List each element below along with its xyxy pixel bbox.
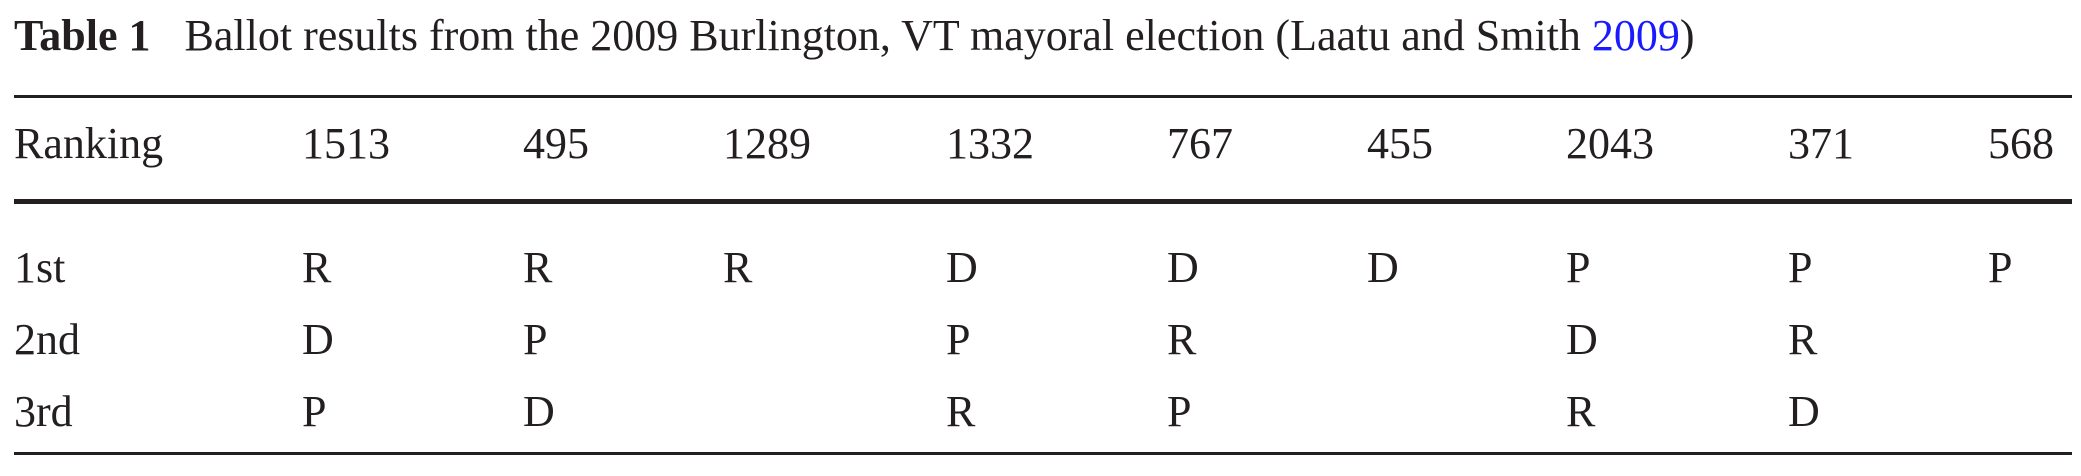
header-count: 371 [1788,119,1854,168]
table-cell: R [946,387,976,436]
table-cell: D [946,243,978,292]
header-count: 495 [523,119,589,168]
table-header-row: Ranking 1513 495 1289 1332 767 455 2043 … [0,114,2081,174]
row-label: 3rd [14,387,73,436]
header-count: 767 [1167,119,1233,168]
table-cell: D [1788,387,1820,436]
table-cell: R [723,243,753,292]
caption-close-paren: ) [1679,11,1695,60]
header-count: 1513 [302,119,390,168]
table-cell: D [1566,315,1598,364]
bottom-rule [14,452,2072,455]
table-cell: P [1988,243,2013,292]
header-count: 455 [1367,119,1433,168]
table-label: Table 1 [14,11,151,60]
table-cell: R [302,243,332,292]
table-cell: P [1788,243,1813,292]
header-count: 1332 [946,119,1034,168]
table-row: 2nd D P P R D R [0,310,2081,370]
header-rule [14,199,2072,204]
table-caption: Table 1 Ballot results from the 2009 Burl… [14,6,1695,66]
row-label: 1st [14,243,66,292]
table-cell: P [1167,387,1192,436]
table-cell: P [946,315,971,364]
table-cell: R [1167,315,1197,364]
row-label: 2nd [14,315,80,364]
table-cell: D [523,387,555,436]
table-cell: R [1566,387,1596,436]
table-cell: P [523,315,548,364]
table-row: 1st R R R D D D P P P [0,238,2081,298]
table-cell: P [302,387,327,436]
table-cell: D [1367,243,1399,292]
table-cell: R [1788,315,1818,364]
table-cell: D [302,315,334,364]
top-rule [14,95,2072,98]
table-row: 3rd P D R P R D [0,382,2081,442]
caption-text: Ballot results from the 2009 Burlington,… [184,11,1592,60]
table-cell: D [1167,243,1199,292]
header-ranking: Ranking [14,119,164,168]
table-cell: P [1566,243,1591,292]
header-count: 1289 [723,119,811,168]
table-cell: R [523,243,553,292]
citation-link[interactable]: 2009 [1591,11,1680,60]
header-count: 568 [1988,119,2054,168]
header-count: 2043 [1566,119,1654,168]
